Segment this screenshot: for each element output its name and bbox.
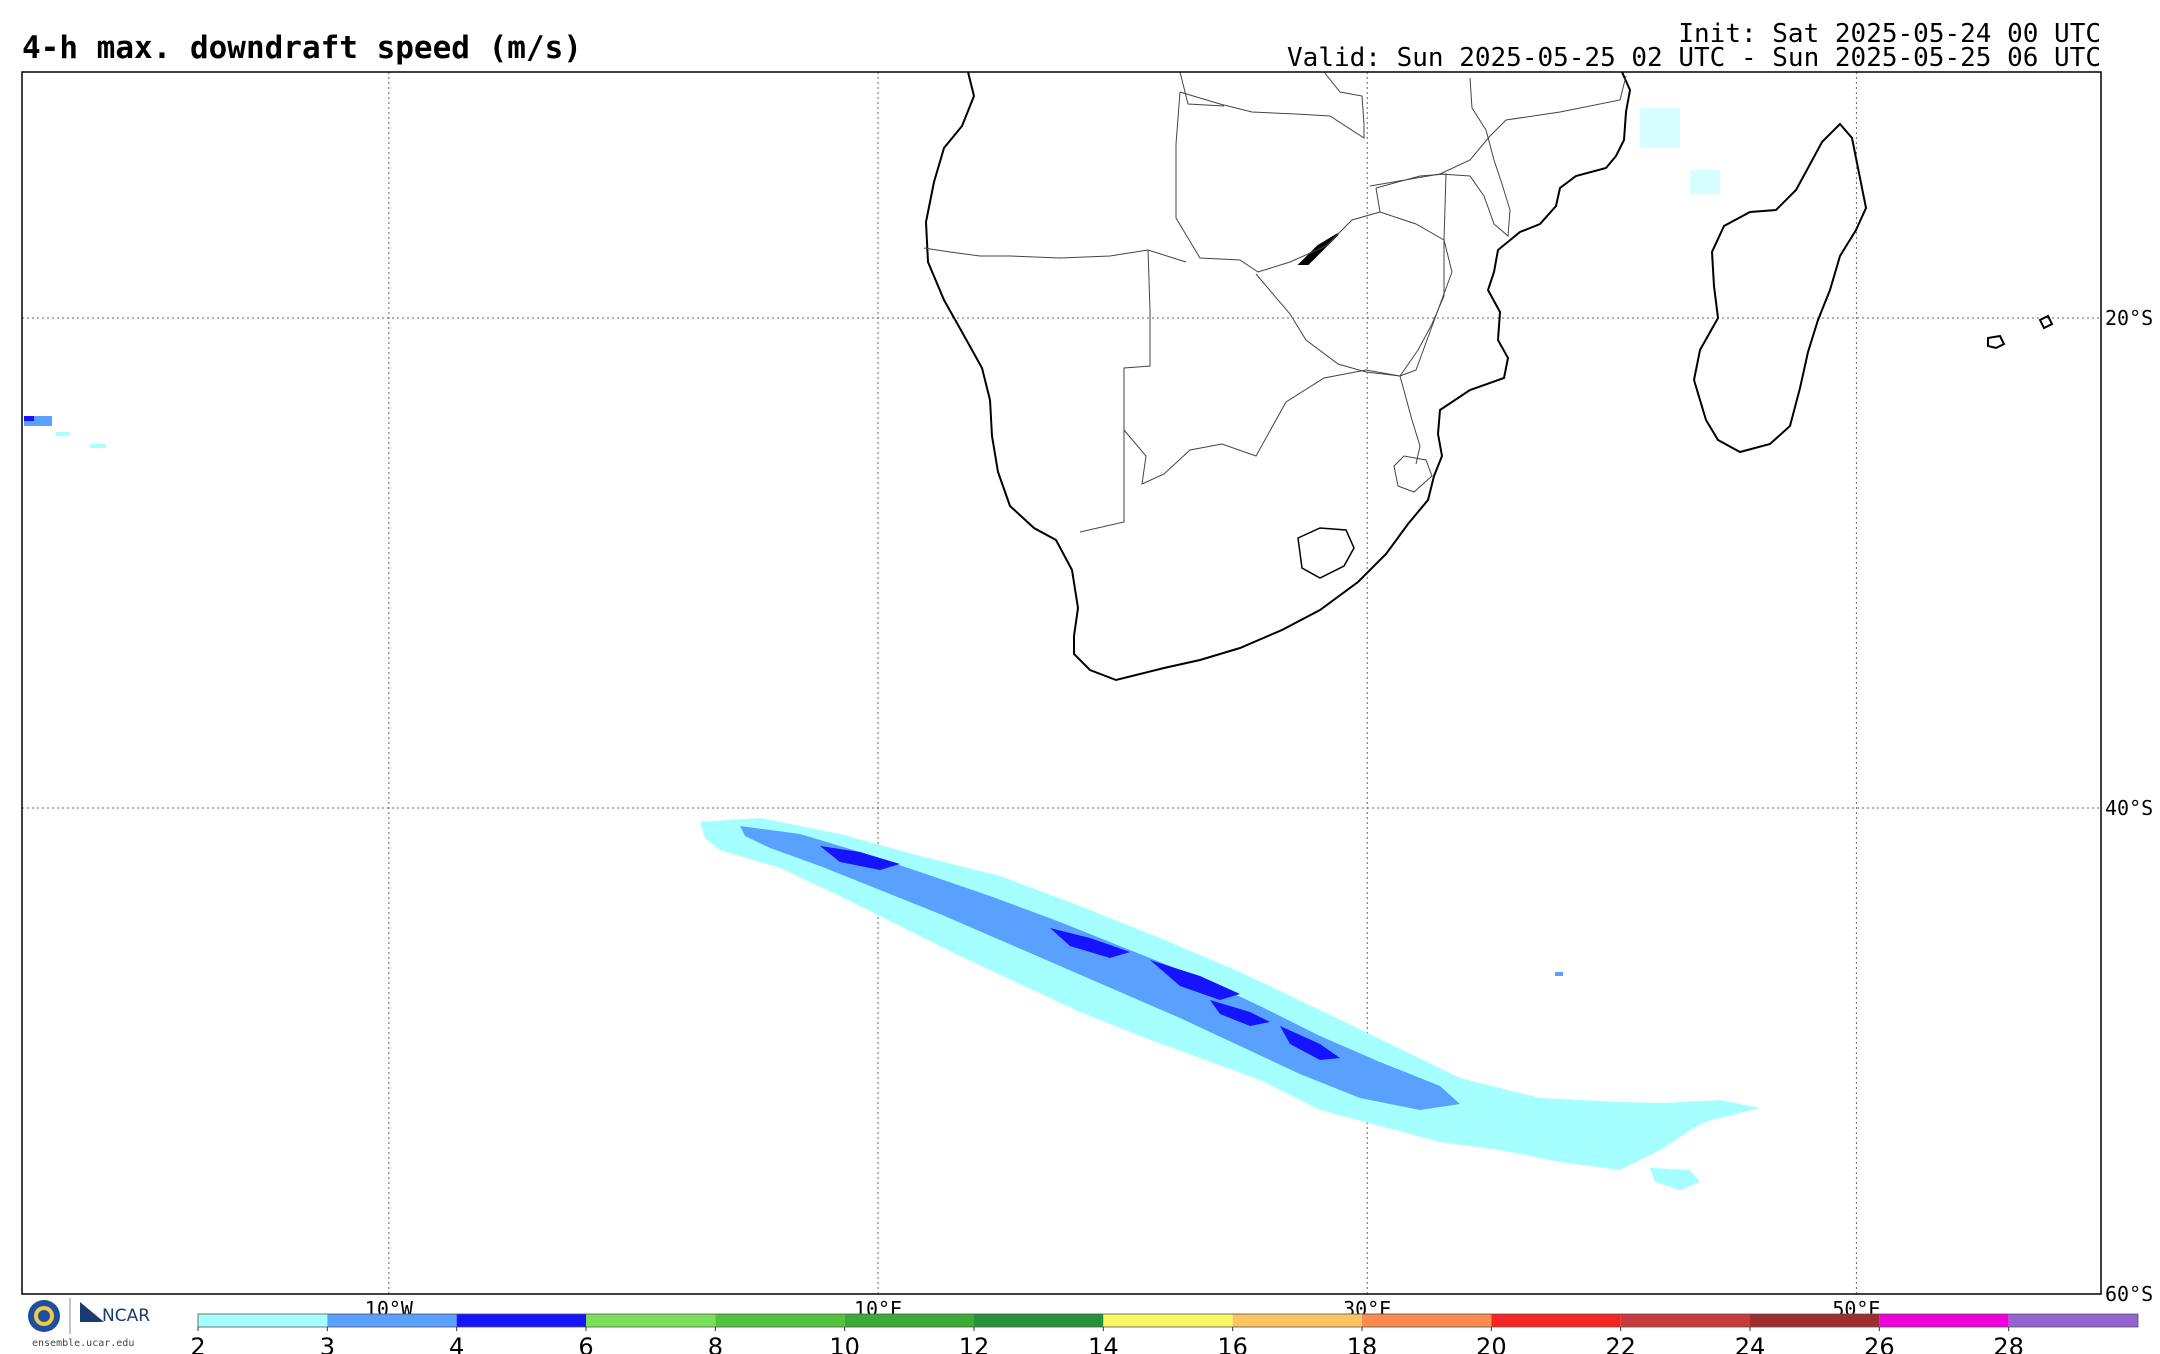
colorbar-segment [1750,1314,1880,1327]
border-north [1179,71,1225,107]
colorbar-segment [1879,1314,2009,1327]
speck-6 [1640,108,1680,148]
nsf-logo [28,1300,60,1332]
border-angola-namibia [923,247,1187,263]
swath-light-tail2 [1650,1168,1700,1190]
swath-medium [740,826,1460,1110]
lat-label: 20°S [2105,306,2153,330]
colorbar-label: 2 [190,1333,205,1354]
colorbar-segment [1620,1314,1750,1327]
lat-label: 60°S [2105,1282,2153,1306]
colorbar-label: 16 [1217,1333,1248,1354]
colorbar-label: 26 [1864,1333,1895,1354]
colorbar-label: 28 [1993,1333,2024,1354]
colorbar-label: 22 [1605,1333,1636,1354]
colorbar-label: 3 [320,1333,335,1354]
map-title: 4-h max. downdraft speed (m/s) [22,30,582,66]
africa-coast [924,71,1632,682]
colorbar-segment [586,1314,716,1327]
graticule [22,72,2101,1294]
valid-time: Valid: Sun 2025-05-25 02 UTC - Sun 2025-… [1287,43,2101,73]
colorbar-segment [715,1314,845,1327]
speck-7 [1690,170,1720,194]
border-malawi [1439,77,1511,238]
swath-dark-1 [820,846,900,870]
map-frame [21,71,2102,1295]
logo-url: ensemble.ucar.edu [32,1338,135,1349]
island-2 [2038,314,2054,330]
lesotho [1297,527,1355,579]
swath-dark-4 [1280,1026,1340,1060]
border-namibia-botswana [1079,249,1151,533]
speck-3 [56,432,70,436]
border-mozambique [1375,173,1453,377]
border-drc [1179,71,1365,139]
ncar-logo-text: NCAR [102,1306,151,1326]
border-botswana-south [1123,369,1401,485]
colorbar-segment [327,1314,457,1327]
island-1 [1987,334,2006,350]
colorbar-segment [1103,1314,1233,1327]
colorbar-frame [197,1313,2139,1328]
colorbar-segment [844,1314,974,1327]
latitude-labels: 20°S 40°S 60°S [2105,306,2153,1306]
colorbar-segment [2008,1314,2138,1327]
border-zambia [1175,91,1381,273]
speck-4 [90,444,106,448]
downdraft-swath [24,108,1760,1190]
colorbar-segment [1362,1314,1492,1327]
colorbar-label: 14 [1088,1333,1119,1354]
colorbar-segment [198,1314,328,1327]
border-tanzania [1369,75,1627,187]
colorbar-label: 10 [829,1333,860,1354]
speck-2 [24,416,34,421]
colorbar-segment [1232,1314,1362,1327]
border-sa-moz [1399,375,1421,465]
swath-dark-2 [1050,928,1130,958]
colorbar-label: 24 [1735,1333,1766,1354]
colorbar-segment [974,1314,1104,1327]
init-time: Init: Sat 2025-05-24 00 UTC [1678,19,2101,49]
border-swaziland [1393,455,1433,493]
speck-5 [1555,972,1563,976]
madagascar [1692,122,1868,454]
colorbar-segment [456,1314,586,1327]
colorbar-label: 20 [1476,1333,1507,1354]
coastlines [924,71,2054,682]
colorbar-segment [1491,1314,1621,1327]
border-zimbabwe [1255,211,1445,377]
swath-dark-5 [1210,1000,1270,1026]
country-borders [923,71,1627,533]
colorbar: 2 3 4 6 8 10 12 14 16 18 20 22 24 26 28 [190,1313,2139,1354]
swath-dark-3 [1150,960,1240,1000]
lat-label: 40°S [2105,796,2153,820]
colorbar-label: 18 [1347,1333,1378,1354]
swath-light-tail [1560,1100,1760,1140]
colorbar-label: 6 [578,1333,593,1354]
colorbar-label: 8 [708,1333,723,1354]
speck-1 [24,416,52,426]
colorbar-label: 12 [959,1333,990,1354]
colorbar-label: 4 [449,1333,464,1354]
ncar-logo-mark [69,1298,104,1334]
